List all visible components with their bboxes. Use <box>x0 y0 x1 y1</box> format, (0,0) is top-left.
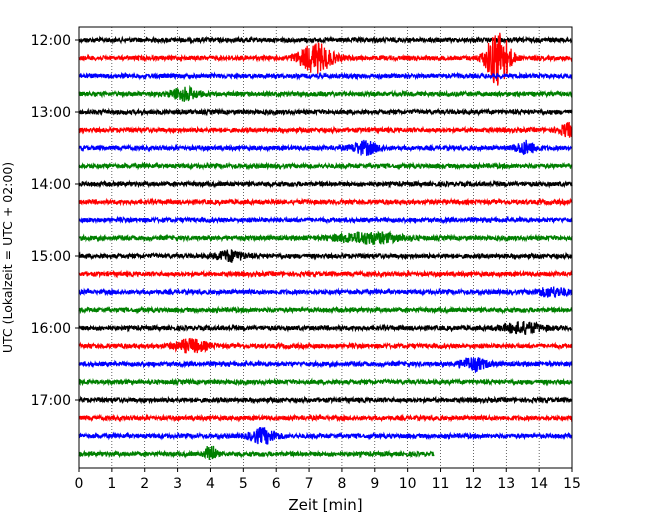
seismogram-trace <box>78 356 573 374</box>
x-tick-label: 2 <box>140 476 149 492</box>
seismogram-trace <box>78 35 573 45</box>
seismogram-traces <box>78 32 573 460</box>
x-tick-label: 13 <box>497 476 515 492</box>
x-tick-label: 12 <box>464 476 482 492</box>
y-tick-label: 14:00 <box>31 177 71 193</box>
x-axis-label: Zeit [min] <box>288 496 362 514</box>
seismogram-trace <box>78 286 573 299</box>
y-axis-label: UTC (Lokalzeit = UTC + 02:00) <box>0 162 15 353</box>
x-tick-label: 9 <box>370 476 379 492</box>
x-tick-label: 1 <box>107 476 116 492</box>
y-tick-label: 13:00 <box>31 105 71 121</box>
seismogram-trace <box>78 215 573 225</box>
x-tick-label: 10 <box>399 476 417 492</box>
seismogram-trace <box>78 107 573 117</box>
x-tick-label: 6 <box>272 476 281 492</box>
seismogram-trace <box>78 161 573 171</box>
x-tick-label: 14 <box>530 476 548 492</box>
seismogram-trace <box>78 427 573 445</box>
seismogram-trace <box>78 139 573 156</box>
seismogram-trace <box>78 84 573 102</box>
seismogram-trace <box>78 197 573 207</box>
seismogram-trace <box>78 179 573 189</box>
seismogram-trace <box>78 413 573 423</box>
seismogram-trace <box>78 71 573 81</box>
y-tick-label: 16:00 <box>31 321 71 337</box>
y-axis-ticks: 12:00 13:00 14:00 15:00 16:00 17:00 <box>31 33 79 409</box>
y-tick-label: 12:00 <box>31 33 71 49</box>
x-tick-label: 11 <box>432 476 450 492</box>
seismogram-trace <box>78 32 573 86</box>
seismogram-trace <box>78 377 573 387</box>
seismogram-trace <box>78 445 435 460</box>
plot-frame <box>78 26 573 469</box>
seismogram-trace <box>78 337 573 354</box>
seismogram-trace <box>78 249 573 263</box>
seismogram-trace <box>78 230 573 245</box>
seismogram-trace <box>78 121 573 138</box>
seismogram-trace <box>78 269 573 279</box>
x-axis-ticks: 0 1 2 3 4 5 6 7 8 9 10 11 12 13 14 15 <box>75 468 581 492</box>
seismogram-trace <box>78 321 573 335</box>
x-tick-label: 15 <box>563 476 581 492</box>
y-tick-label: 17:00 <box>31 393 71 409</box>
x-tick-label: 4 <box>206 476 215 492</box>
y-tick-label: 15:00 <box>31 249 71 265</box>
seismogram-trace <box>78 395 573 405</box>
seismogram-trace <box>78 305 573 315</box>
x-tick-label: 5 <box>239 476 248 492</box>
x-tick-label: 7 <box>305 476 314 492</box>
x-tick-label: 8 <box>337 476 346 492</box>
x-tick-label: 3 <box>173 476 182 492</box>
x-tick-label: 0 <box>75 476 84 492</box>
